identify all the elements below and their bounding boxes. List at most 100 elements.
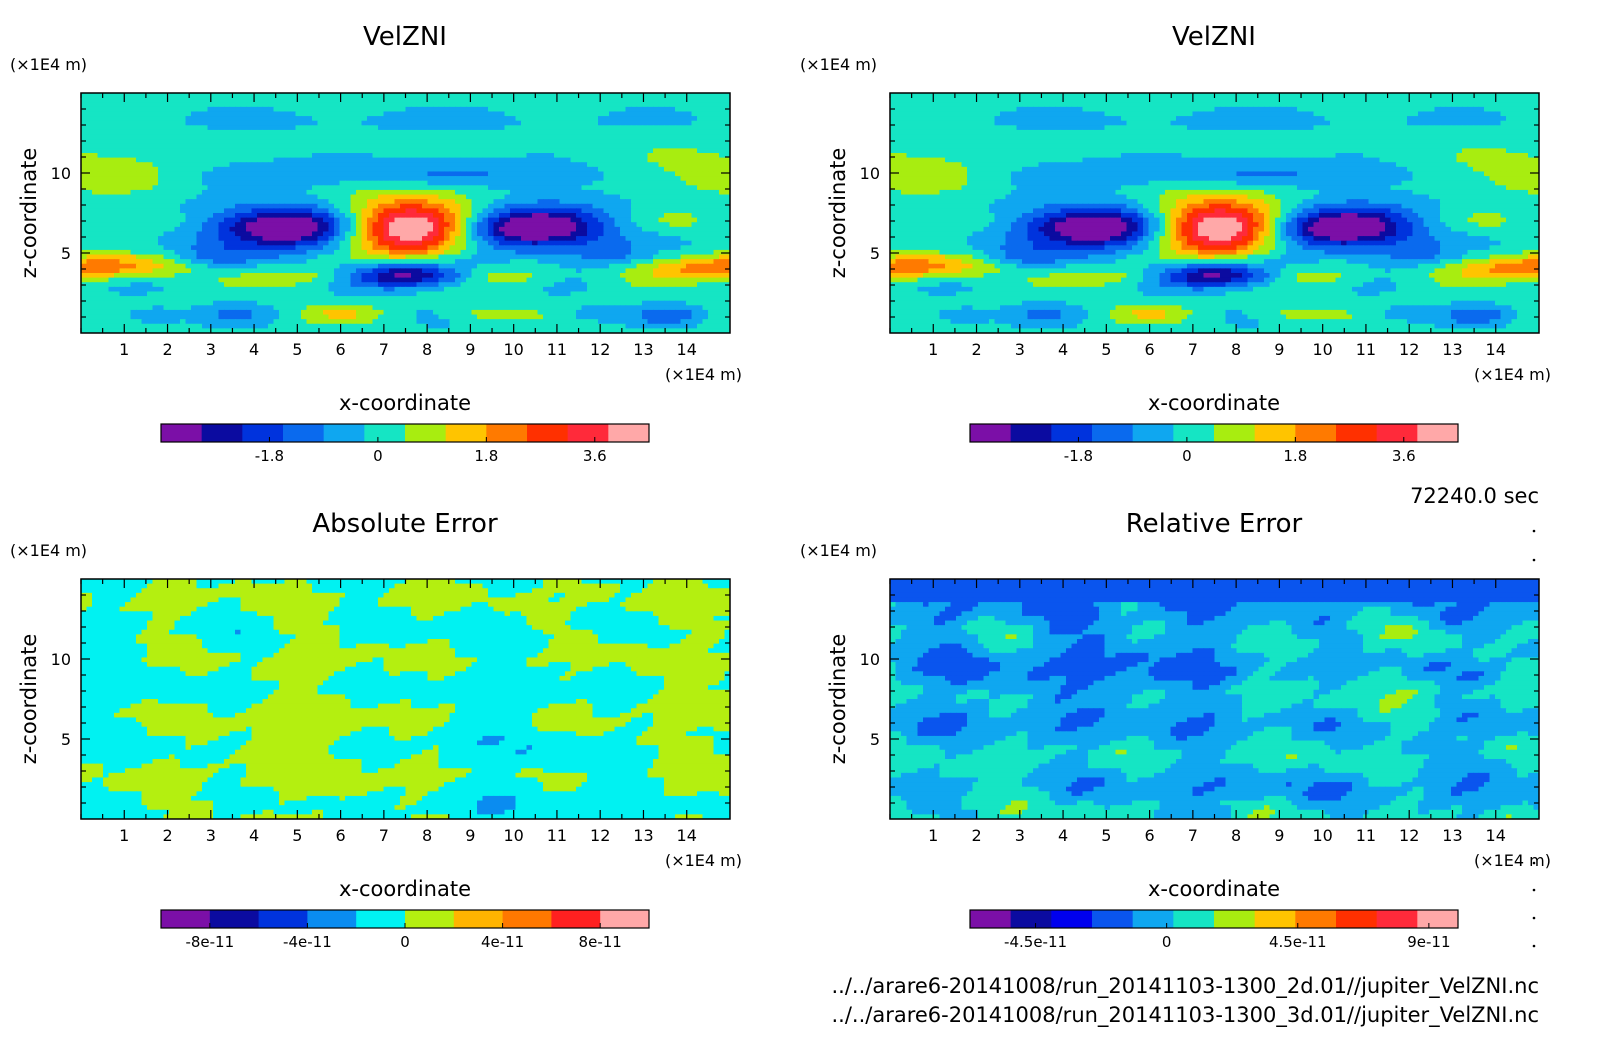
- field-cell: [669, 129, 676, 136]
- field-cell: [411, 93, 418, 99]
- field-cell: [532, 176, 539, 182]
- field-cell: [702, 194, 709, 200]
- field-cell: [86, 194, 93, 200]
- field-cell: [97, 129, 104, 136]
- field-cell: [620, 226, 627, 233]
- field-cell: [449, 263, 456, 269]
- field-cell: [290, 148, 297, 154]
- field-cell: [537, 240, 544, 246]
- field-cell: [323, 222, 330, 228]
- field-cell: [235, 162, 242, 168]
- field-cell: [81, 97, 88, 103]
- field-cell: [262, 162, 269, 168]
- field-cell: [669, 143, 676, 149]
- field-cell: [147, 148, 154, 154]
- field-cell: [664, 282, 671, 288]
- field-cell: [455, 194, 462, 200]
- field-cell: [279, 153, 286, 159]
- field-cell: [422, 277, 429, 283]
- field-cell: [251, 263, 258, 269]
- field-cell: [114, 263, 121, 269]
- field-cell: [218, 194, 225, 200]
- field-cell: [378, 268, 385, 274]
- field-cell: [449, 120, 456, 126]
- field-cell: [389, 194, 396, 200]
- field-cell: [213, 268, 220, 274]
- field-cell: [196, 111, 203, 117]
- field-cell: [290, 282, 297, 288]
- field-cell: [427, 153, 434, 159]
- field-cell: [455, 120, 462, 126]
- field-cell: [185, 217, 192, 223]
- field-cell: [350, 176, 357, 182]
- field-cell: [262, 120, 269, 126]
- field-cell: [207, 171, 214, 177]
- field-cell: [532, 222, 539, 228]
- field-cell: [400, 231, 407, 237]
- field-cell: [235, 203, 242, 209]
- field-cell: [92, 120, 99, 126]
- field-cell: [422, 157, 429, 163]
- field-cell: [97, 116, 104, 122]
- field-cell: [493, 259, 500, 265]
- field-cell: [378, 189, 385, 196]
- field-cell: [394, 268, 401, 274]
- field-cell: [614, 226, 621, 233]
- field-cell: [284, 213, 291, 219]
- field-cell: [653, 273, 660, 279]
- field-cell: [345, 240, 352, 246]
- field-cell: [647, 93, 654, 99]
- field-cell: [647, 162, 654, 168]
- field-cell: [411, 97, 418, 103]
- field-cell: [350, 153, 357, 159]
- field-cell: [532, 162, 539, 168]
- field-cell: [708, 97, 715, 103]
- field-cell: [251, 120, 258, 126]
- field-cell: [526, 208, 533, 214]
- field-cell: [471, 217, 478, 223]
- field-cell: [598, 208, 605, 214]
- field-cell: [108, 273, 115, 279]
- field-cell: [334, 259, 341, 265]
- field-cell: [334, 93, 341, 99]
- field-cell: [636, 93, 643, 99]
- field-cell: [323, 231, 330, 237]
- field-cell: [427, 226, 434, 233]
- field-cell: [669, 97, 676, 103]
- field-cell: [559, 273, 566, 279]
- field-cell: [317, 213, 324, 219]
- field-cell: [180, 245, 187, 251]
- field-cell: [405, 199, 412, 205]
- field-cell: [455, 185, 462, 191]
- field-cell: [658, 106, 665, 113]
- field-cell: [229, 171, 236, 177]
- field-cell: [427, 189, 434, 196]
- field-cell: [620, 277, 627, 283]
- field-cell: [306, 189, 313, 196]
- field-cell: [543, 213, 550, 219]
- field-cell: [81, 129, 88, 136]
- field-cell: [543, 245, 550, 251]
- field-cell: [295, 162, 302, 168]
- field-cell: [526, 236, 533, 242]
- field-cell: [411, 180, 418, 186]
- field-cell: [334, 106, 341, 113]
- field-cell: [119, 208, 126, 214]
- field-cell: [202, 222, 209, 228]
- field-cell: [295, 226, 302, 233]
- field-cell: [653, 162, 660, 168]
- field-cell: [306, 102, 313, 108]
- field-cell: [229, 176, 236, 182]
- field-cell: [543, 97, 550, 103]
- field-cell: [284, 125, 291, 131]
- field-cell: [257, 143, 264, 149]
- field-cell: [438, 222, 445, 228]
- field-cell: [548, 129, 555, 136]
- field-cell: [664, 176, 671, 182]
- field-cell: [691, 231, 698, 237]
- field-cell: [136, 286, 143, 293]
- field-cell: [466, 148, 473, 154]
- field-cell: [504, 97, 511, 103]
- field-cell: [537, 139, 544, 145]
- field-cell: [339, 171, 346, 177]
